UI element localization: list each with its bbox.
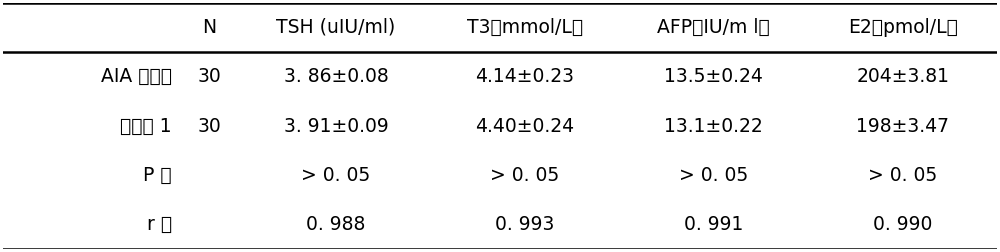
Text: 4.40±0.24: 4.40±0.24 <box>475 116 574 136</box>
Text: P 値: P 値 <box>143 166 172 185</box>
Text: N: N <box>202 18 216 37</box>
Text: 13.1±0.22: 13.1±0.22 <box>664 116 763 136</box>
Text: > 0. 05: > 0. 05 <box>868 166 937 185</box>
Text: 30: 30 <box>197 116 221 136</box>
Text: E2（pmol/L）: E2（pmol/L） <box>848 18 958 37</box>
Text: 实施例 1: 实施例 1 <box>120 116 172 136</box>
Text: > 0. 05: > 0. 05 <box>679 166 748 185</box>
Text: TSH (uIU/ml): TSH (uIU/ml) <box>276 18 396 37</box>
Text: > 0. 05: > 0. 05 <box>301 166 371 185</box>
Text: AIA 基质液: AIA 基质液 <box>101 67 172 86</box>
Text: 4.14±0.23: 4.14±0.23 <box>475 67 574 86</box>
Text: 30: 30 <box>197 67 221 86</box>
Text: AFP（IU/m l）: AFP（IU/m l） <box>657 18 770 37</box>
Text: 13.5±0.24: 13.5±0.24 <box>664 67 763 86</box>
Text: 204±3.81: 204±3.81 <box>856 67 949 86</box>
Text: 0. 990: 0. 990 <box>873 215 932 234</box>
Text: T3（mmol/L）: T3（mmol/L） <box>467 18 583 37</box>
Text: 0. 993: 0. 993 <box>495 215 555 234</box>
Text: 3. 91±0.09: 3. 91±0.09 <box>284 116 388 136</box>
Text: 0. 991: 0. 991 <box>684 215 743 234</box>
Text: 3. 86±0.08: 3. 86±0.08 <box>284 67 388 86</box>
Text: > 0. 05: > 0. 05 <box>490 166 559 185</box>
Text: 198±3.47: 198±3.47 <box>856 116 949 136</box>
Text: 0. 988: 0. 988 <box>306 215 366 234</box>
Text: r 値: r 値 <box>147 215 172 234</box>
